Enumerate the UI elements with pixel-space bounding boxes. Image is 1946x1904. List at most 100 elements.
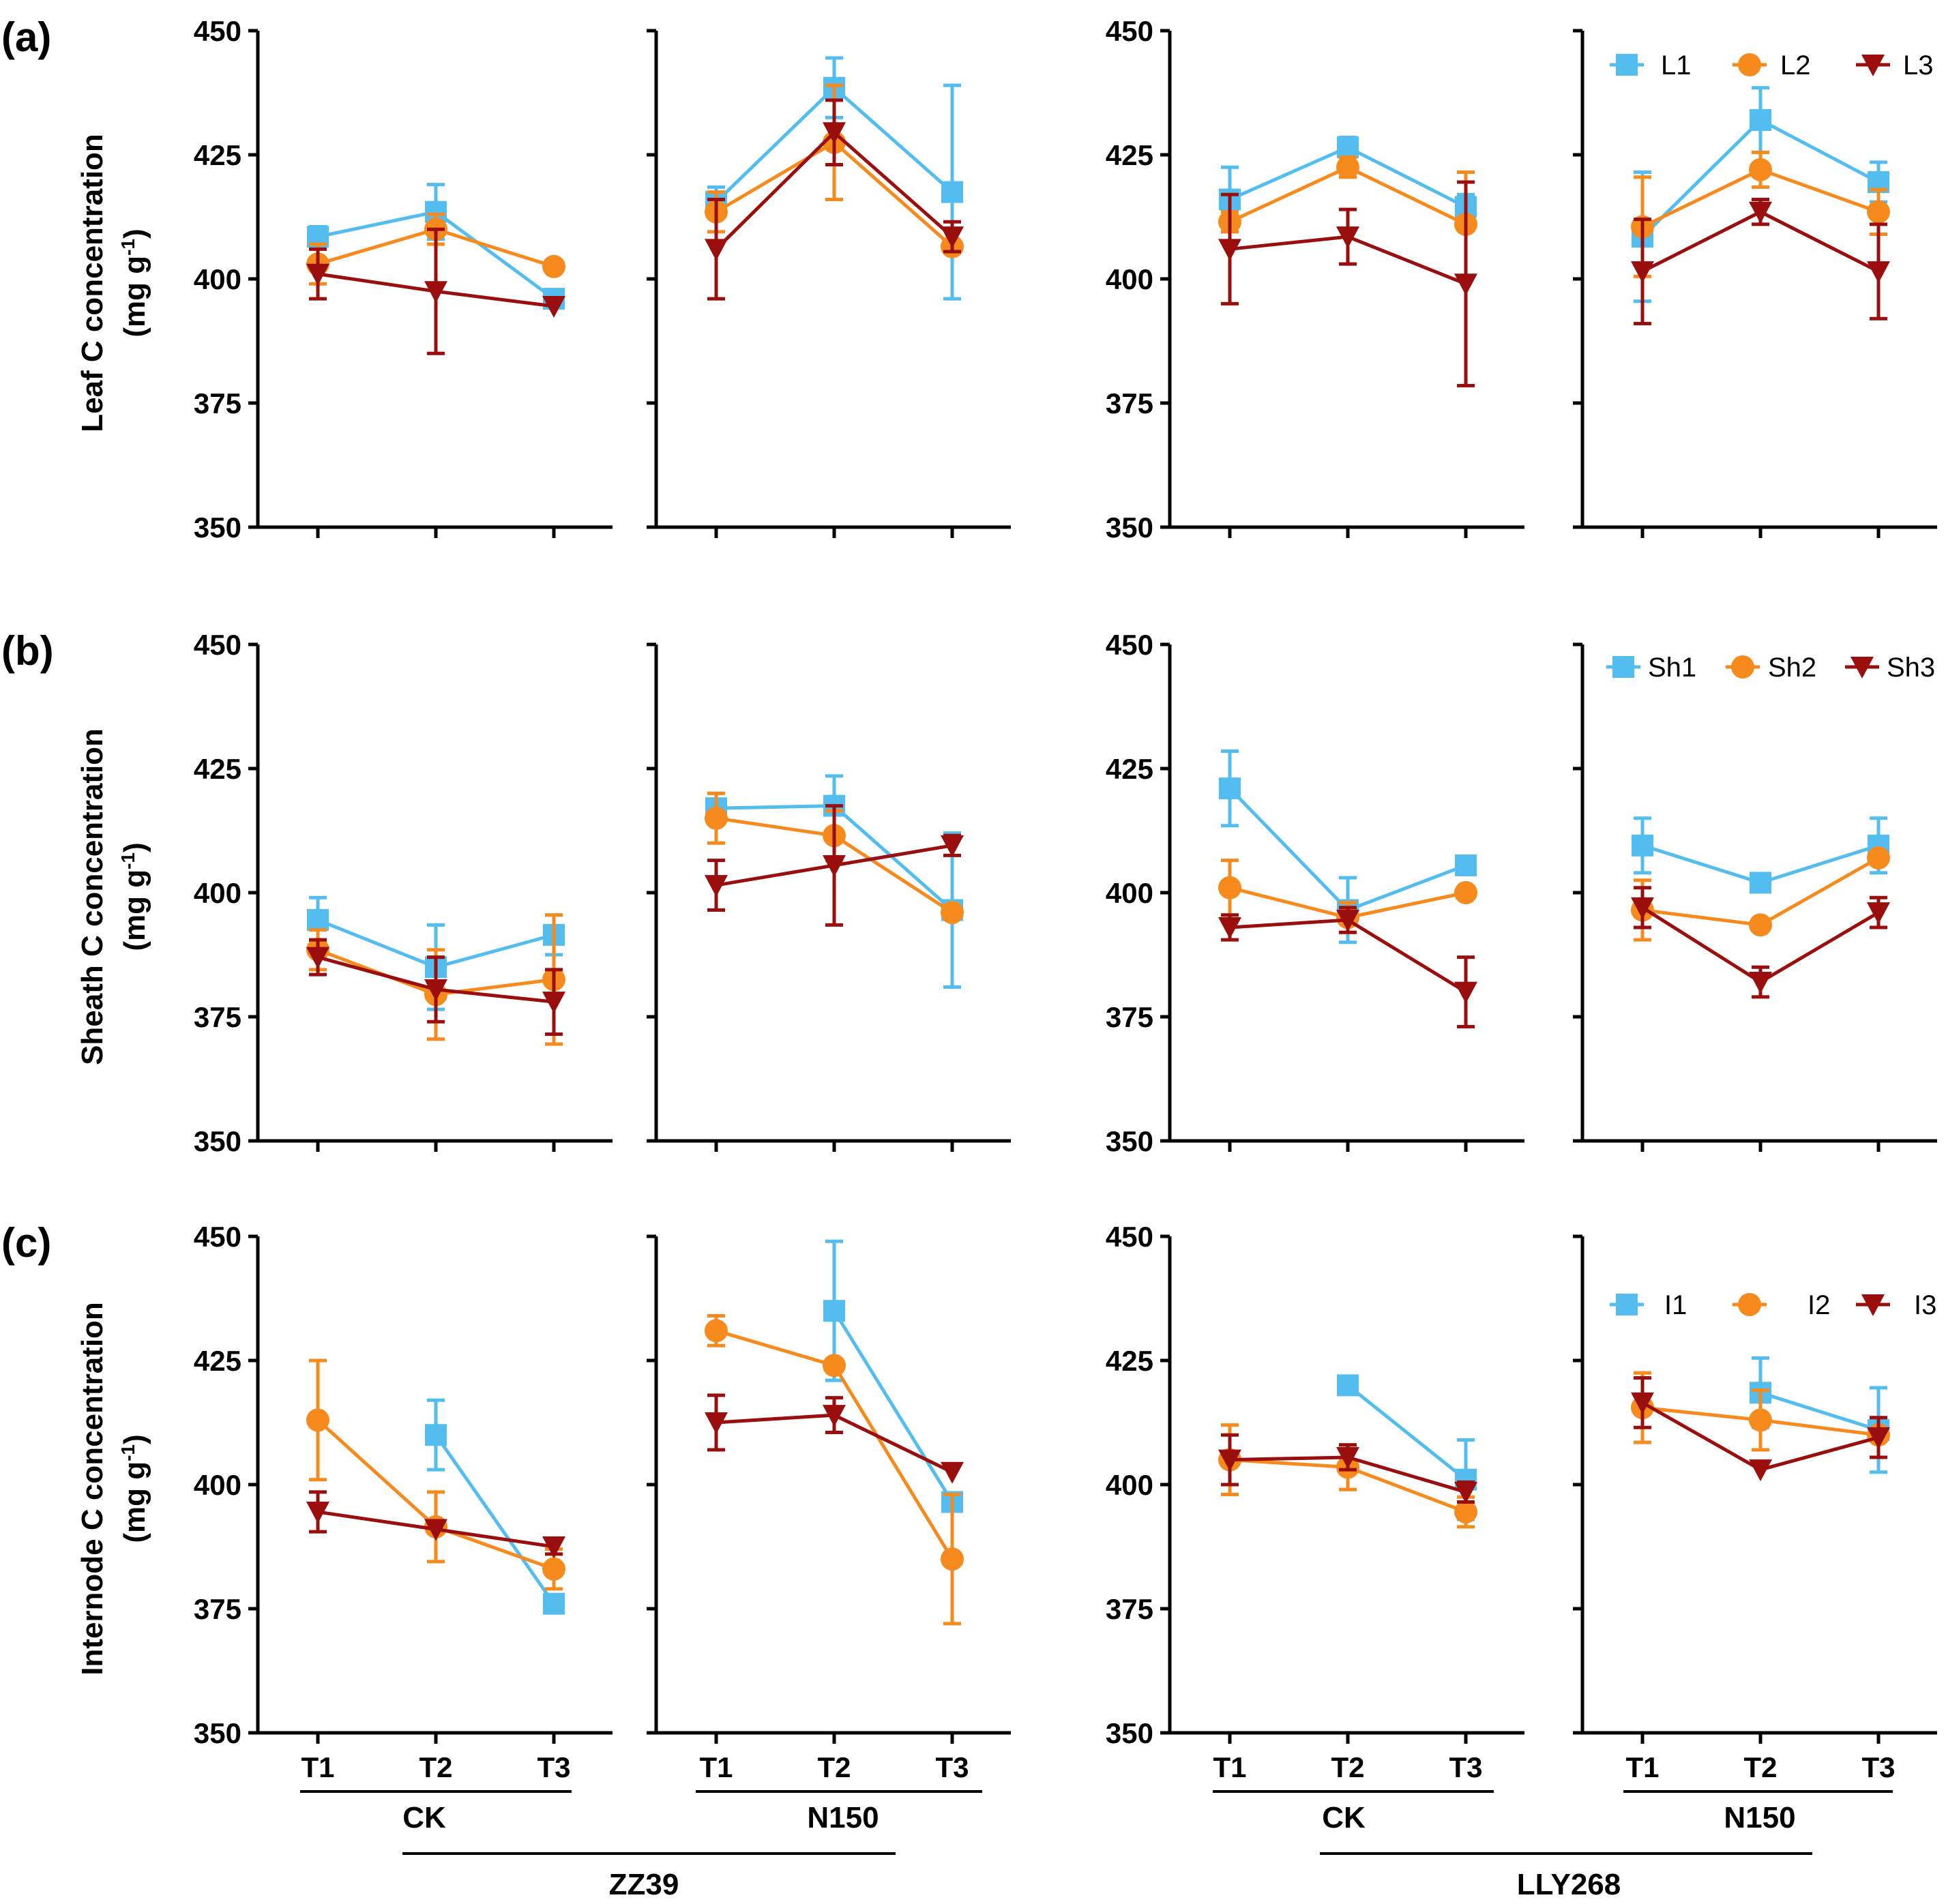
data-point	[941, 835, 964, 857]
data-point	[542, 1557, 565, 1581]
y-tick-label: 350	[194, 1125, 241, 1157]
y-tick-label: 450	[194, 15, 241, 47]
legend-label: L3	[1903, 50, 1934, 80]
subplot-lly268-n150: T1 T2 T3	[1573, 1234, 1937, 1783]
series-sh1	[1632, 816, 1889, 894]
data-point	[1454, 1500, 1477, 1524]
y-tick-label: 375	[194, 1593, 241, 1625]
y-axis-unit-label: (mg g-1)	[117, 1434, 152, 1543]
legend-marker	[1731, 655, 1754, 679]
data-point	[1867, 261, 1890, 284]
y-tick-label: 450	[1106, 1221, 1153, 1253]
legend-marker	[1616, 1294, 1638, 1315]
series-sh3	[1631, 886, 1890, 999]
series-i2	[306, 1358, 565, 1591]
data-point	[1631, 261, 1654, 284]
y-tick-label: 400	[1106, 263, 1153, 295]
y-tick-label: 425	[1106, 753, 1153, 785]
legend-marker	[1851, 657, 1874, 679]
y-tick-label: 450	[1106, 629, 1153, 661]
data-point	[941, 1547, 964, 1571]
data-point	[1336, 155, 1359, 179]
series-l3	[1631, 198, 1890, 326]
legend-label: Sh3	[1887, 653, 1935, 683]
data-point	[1749, 972, 1772, 994]
subplot-lly268-n150	[1573, 29, 1937, 538]
data-point	[1750, 109, 1771, 132]
data-point	[306, 1408, 329, 1432]
lly268-label: LLY268	[1517, 1868, 1621, 1901]
y-tick-label: 425	[194, 1345, 241, 1377]
subplot-lly268-n150	[1573, 642, 1937, 1152]
x-tick-label: T1	[699, 1751, 733, 1783]
y-tick-label: 450	[194, 629, 241, 661]
data-point	[823, 122, 846, 145]
data-point	[1454, 273, 1477, 296]
zz39-n150-label: N150	[807, 1801, 879, 1834]
y-tick-label: 400	[194, 1469, 241, 1501]
data-point	[306, 947, 329, 969]
data-point	[941, 181, 963, 203]
series-l3	[1218, 180, 1477, 388]
y-tick-label: 350	[1106, 511, 1153, 544]
data-point	[1749, 1408, 1772, 1432]
data-point	[1631, 1392, 1654, 1414]
data-point	[1454, 881, 1477, 904]
data-point	[705, 875, 728, 897]
series-sh3	[705, 804, 964, 927]
legend-marker	[1612, 656, 1634, 678]
subplot-zz39-ck: 350 375 400 425 450	[194, 15, 613, 544]
data-point	[1336, 1446, 1359, 1469]
y-axis-unit-label: (mg g-1)	[117, 842, 152, 951]
data-point	[1750, 872, 1771, 894]
series-i1	[823, 1239, 963, 1513]
series-l3	[306, 227, 565, 355]
series-i3	[1631, 1375, 1890, 1482]
legend-label: I1	[1664, 1290, 1687, 1320]
panel-label: (b)	[1, 628, 54, 674]
data-point	[1336, 226, 1359, 249]
subplot-lly268-ck: 350 375 400 425 450	[1106, 629, 1524, 1157]
y-tick-label: 425	[1106, 139, 1153, 171]
data-point	[1218, 1449, 1241, 1472]
y-axis-label: Sheath C concentration	[76, 728, 109, 1065]
lly268-ck-label: CK	[1322, 1801, 1366, 1834]
data-point	[1454, 1481, 1477, 1504]
data-point	[705, 1412, 728, 1434]
data-point	[1749, 913, 1772, 937]
panel-c: (c)Internode C concentration (mg g-1)3503…	[1, 1220, 1937, 1783]
legend-marker	[1861, 55, 1885, 76]
y-tick-label: 350	[1106, 1125, 1153, 1157]
y-axis-label: Internode C concentration	[76, 1302, 109, 1676]
y-tick-label: 400	[1106, 877, 1153, 909]
data-point	[705, 806, 728, 830]
legend-marker	[1738, 1293, 1761, 1316]
x-tick-label: T1	[301, 1751, 334, 1783]
legend-label: Sh2	[1768, 653, 1816, 683]
y-tick-label: 350	[194, 1717, 241, 1749]
data-point	[543, 1592, 565, 1615]
data-point	[705, 239, 728, 261]
data-point	[424, 281, 447, 303]
data-point	[941, 901, 964, 925]
zz39-ck-label: CK	[402, 1801, 446, 1834]
series-i3	[1218, 1433, 1477, 1504]
subplot-lly268-ck: 350 375 400 425 450 T1 T2 T3	[1106, 1221, 1524, 1783]
data-point	[542, 254, 565, 278]
data-point	[1631, 897, 1654, 919]
y-tick-label: 425	[194, 139, 241, 171]
series-line	[1760, 1390, 1879, 1432]
y-tick-label: 450	[1106, 15, 1153, 47]
panel-label: (c)	[1, 1220, 51, 1266]
data-point	[823, 1405, 846, 1427]
data-point	[1455, 854, 1477, 876]
series-l3	[705, 98, 964, 301]
data-point	[1218, 239, 1241, 261]
subplot-zz39-n150: T1 T2 T3	[647, 1234, 1011, 1783]
y-tick-label: 375	[194, 387, 241, 419]
data-point	[306, 263, 329, 286]
series-i1	[1337, 1374, 1477, 1521]
y-axis-label: Leaf C concentration	[76, 134, 109, 432]
data-point	[705, 1319, 728, 1343]
panel-b: (b) Sheath C concentration (mg g-1) 350 375 4…	[1, 628, 1937, 1157]
